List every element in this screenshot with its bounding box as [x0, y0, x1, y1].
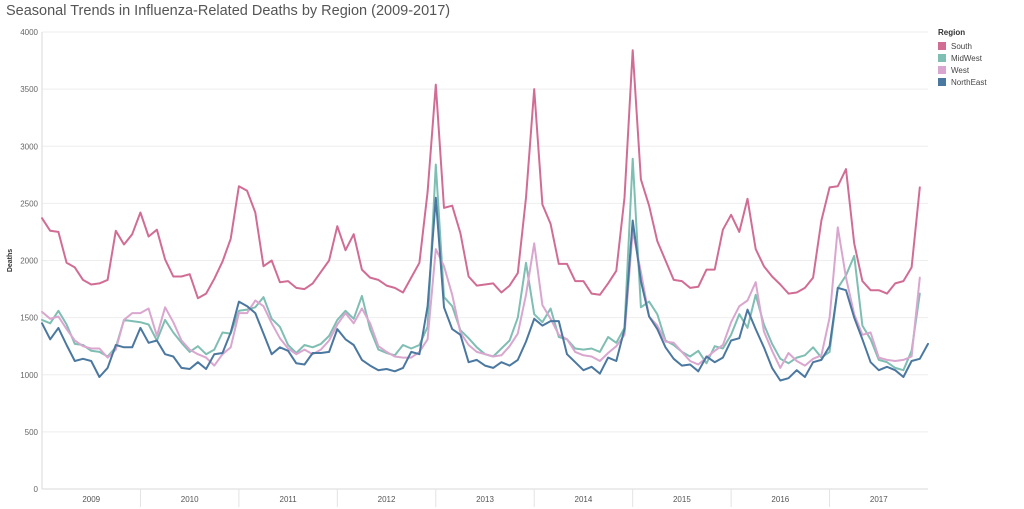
legend-swatch	[938, 42, 946, 50]
legend-item: West	[938, 64, 987, 76]
y-tick-label: 3000	[20, 142, 38, 151]
legend-label: West	[951, 65, 970, 75]
series-line-south	[41, 49, 921, 300]
legend-item: South	[938, 40, 987, 52]
y-tick-label: 1500	[20, 314, 38, 323]
series-lines	[41, 49, 929, 382]
y-tick-label: 500	[25, 428, 39, 437]
x-tick-label: 2014	[575, 495, 593, 504]
series-line-west	[41, 226, 921, 369]
axes: 0 500 1000 1500 2000 2500 3000 3500 4000 2009 2010…	[7, 28, 928, 507]
legend-label: South	[951, 41, 972, 51]
x-tick-label: 2017	[870, 495, 888, 504]
legend-title: Region	[938, 28, 966, 37]
y-tick-label: 2000	[20, 257, 38, 266]
y-tick-label: 3500	[20, 85, 38, 94]
x-tick-label: 2009	[82, 495, 100, 504]
legend-items: South MidWest West NorthEast	[938, 40, 987, 88]
y-tick-label: 2500	[20, 199, 38, 208]
y-axis-label: Deaths	[7, 249, 14, 272]
legend-swatch	[938, 78, 946, 86]
y-tick-label: 0	[34, 485, 39, 494]
legend-label: MidWest	[951, 53, 982, 63]
legend-item: MidWest	[938, 52, 987, 64]
x-tick-label: 2011	[280, 495, 298, 504]
legend-label: NorthEast	[951, 77, 987, 87]
x-tick-label: 2015	[673, 495, 691, 504]
x-tick-label: 2013	[476, 495, 494, 504]
legend: Region South MidWest West NorthEast	[938, 28, 987, 88]
y-tick-label: 1000	[20, 371, 38, 380]
x-tick-label: 2012	[378, 495, 396, 504]
legend-item: NorthEast	[938, 76, 987, 88]
legend-swatch	[938, 66, 946, 74]
gridlines	[42, 31, 928, 490]
series-line-midwest	[41, 157, 921, 372]
chart-title: Seasonal Trends in Influenza-Related Dea…	[6, 3, 451, 19]
legend-swatch	[938, 54, 946, 62]
y-tick-label: 4000	[20, 28, 38, 37]
series-line-northeast	[41, 196, 929, 382]
x-tick-label: 2016	[771, 495, 789, 504]
x-tick-label: 2010	[181, 495, 199, 504]
